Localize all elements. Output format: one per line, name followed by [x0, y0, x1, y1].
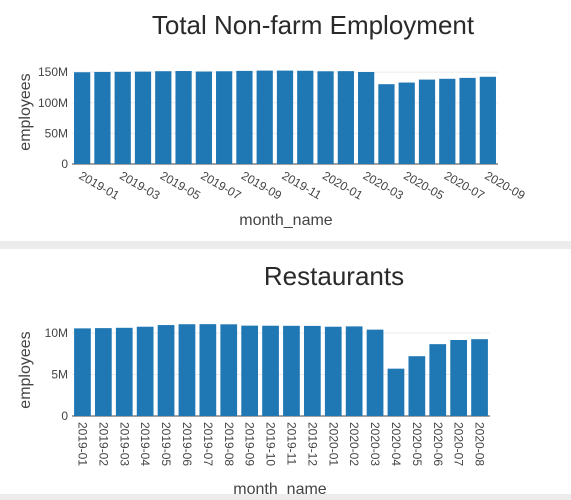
x-tick-label: 2019-09 [239, 168, 284, 202]
y-tick-label: 0 [61, 157, 68, 171]
bar-2020-03[interactable] [358, 72, 375, 164]
x-tick-label: 2019-05 [158, 168, 203, 202]
restaurants-chart: Restaurants 0 5M 10M 2019-01 2019-02 2019-03… [17, 261, 490, 494]
bar-2020-06[interactable] [429, 344, 447, 416]
x-tick-label: 2020-09 [482, 168, 527, 202]
bar-2020-08[interactable] [471, 339, 488, 416]
bar-2020-06[interactable] [418, 79, 436, 164]
y-axis-label: employees [17, 73, 34, 150]
bar-2019-08[interactable] [220, 324, 238, 416]
x-tick-label: 2020-01 [326, 422, 340, 466]
bar-2020-03[interactable] [366, 329, 384, 416]
x-tick-label: 2020-01 [320, 168, 365, 202]
x-tick-label: 2019-05 [159, 422, 173, 466]
chart-title: Restaurants [264, 261, 404, 291]
x-tick-label: 2020-03 [361, 168, 406, 202]
x-tick-label: 2020-07 [452, 422, 466, 466]
chart-title: Total Non-farm Employment [152, 10, 475, 40]
panel-separator [0, 241, 571, 249]
bar-2019-01[interactable] [74, 328, 91, 416]
bar-2019-09[interactable] [236, 70, 253, 164]
bar-2020-08[interactable] [459, 77, 476, 164]
bar-2020-01[interactable] [317, 71, 334, 164]
x-tick-label: 2020-07 [442, 168, 487, 202]
bar-2020-05[interactable] [398, 82, 415, 164]
bar-2019-01[interactable] [74, 72, 91, 164]
bar-2020-04[interactable] [378, 84, 395, 164]
x-tick-label: 2019-10 [264, 422, 278, 466]
x-tick-label: 2019-11 [284, 422, 298, 465]
bar-2019-07[interactable] [195, 71, 212, 164]
x-tick-label: 2019-12 [305, 422, 319, 466]
x-axis-label: month_name [239, 212, 332, 229]
x-tick-label: 2019-07 [201, 422, 215, 466]
y-axis-label: employees [17, 331, 34, 408]
x-tick-label: 2020-02 [347, 422, 361, 466]
bar-2020-02[interactable] [345, 326, 363, 416]
bar-2019-10[interactable] [262, 325, 279, 416]
x-tick-label: 2019-09 [243, 422, 257, 466]
y-tick-label: 100M [38, 96, 68, 110]
x-tick-label: 2019-06 [180, 422, 194, 466]
bar-2020-05[interactable] [408, 356, 426, 416]
x-tick-label: 2019-11 [280, 168, 325, 202]
bar-2019-06[interactable] [178, 324, 196, 416]
bar-2019-09[interactable] [241, 325, 259, 416]
bar-2019-11[interactable] [276, 70, 294, 164]
x-tick-label: 2020-04 [389, 422, 403, 466]
bar-2019-04[interactable] [136, 326, 154, 416]
panel-separator [0, 494, 571, 500]
bar-2020-07[interactable] [450, 340, 468, 416]
x-tick-label: 2019-01 [77, 168, 122, 202]
bar-2019-11[interactable] [283, 325, 300, 416]
bar-2020-07[interactable] [439, 78, 456, 164]
bar-2019-12[interactable] [303, 325, 321, 416]
x-tick-label: 2020-03 [368, 422, 382, 466]
y-tick-label: 10M [45, 326, 68, 340]
x-tick-label: 2019-07 [198, 168, 243, 202]
bar-2020-01[interactable] [324, 326, 342, 416]
x-tick-label: 2020-08 [473, 422, 487, 466]
y-tick-label: 5M [51, 367, 68, 381]
x-tick-label: 2019-02 [96, 422, 110, 466]
x-tick-label: 2019-03 [117, 422, 131, 466]
bar-2019-10[interactable] [256, 70, 273, 164]
x-tick-label: 2019-04 [138, 422, 152, 466]
x-tick-label: 2019-03 [117, 168, 162, 202]
bar-2020-02[interactable] [337, 71, 354, 164]
x-tick-label: 2019-08 [222, 422, 236, 466]
bar-2019-02[interactable] [94, 328, 112, 416]
bar-2019-05[interactable] [157, 325, 175, 416]
bar-2020-04[interactable] [387, 368, 405, 416]
bar-2019-12[interactable] [297, 70, 314, 164]
restaurants-chart-panel: Restaurants 0 5M 10M 2019-01 2019-02 2019-03… [0, 249, 571, 494]
y-tick-label: 150M [38, 65, 68, 79]
bar-2019-03[interactable] [114, 71, 131, 164]
x-tick-label: 2020-05 [401, 168, 446, 202]
bar-2019-03[interactable] [115, 327, 133, 416]
employment-chart-panel: Total Non-farm Employment 0 50M 100M 150M 2… [0, 0, 571, 241]
x-tick-label: 2019-01 [75, 422, 89, 466]
bar-2019-06[interactable] [175, 71, 192, 164]
total-nonfarm-employment-chart: Total Non-farm Employment 0 50M 100M 150M 2… [17, 10, 528, 229]
bar-2019-04[interactable] [134, 71, 152, 164]
bar-2019-02[interactable] [94, 71, 111, 164]
y-tick-label: 0 [61, 409, 68, 423]
x-tick-label: 2020-05 [410, 422, 424, 466]
x-tick-label: 2020-06 [431, 422, 445, 466]
bar-2019-07[interactable] [199, 324, 217, 416]
y-tick-label: 50M [45, 126, 68, 140]
bar-2019-05[interactable] [155, 71, 172, 164]
bar-2019-08[interactable] [216, 71, 233, 164]
x-axis-label: month_name [233, 481, 326, 494]
bar-2020-09[interactable] [479, 76, 496, 164]
